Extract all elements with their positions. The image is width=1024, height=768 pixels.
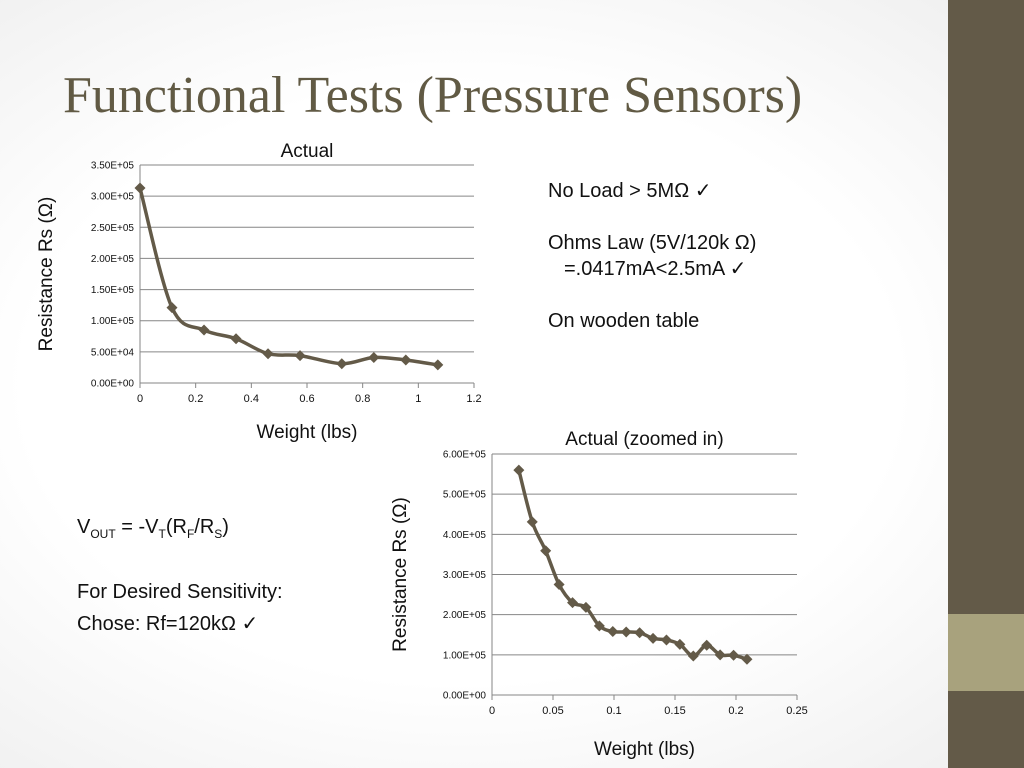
series-line	[138, 187, 439, 367]
sensitivity-text: For Desired Sensitivity:	[77, 581, 283, 603]
checkmark-icon: ✓	[729, 258, 747, 280]
y-tick-label: 1.50E+05	[91, 285, 135, 296]
data-point	[741, 653, 753, 665]
y-tick-label: 0.00E+00	[443, 691, 487, 702]
x-tick-label: 1.2	[466, 393, 481, 405]
y-tick-label: 2.50E+05	[91, 223, 135, 234]
y-tick-label: 5.00E+04	[91, 347, 135, 358]
x-axis-label: Weight (lbs)	[594, 739, 695, 760]
y-tick-label: 5.00E+05	[443, 490, 487, 501]
data-point	[580, 601, 592, 613]
series-line	[517, 469, 748, 661]
x-tick-label: 0.8	[355, 393, 370, 405]
chart-actual: 0.00E+00 5.00E+04 1.00E+05 1.50E+05 2.00E+05…	[36, 141, 482, 443]
data-point	[400, 354, 412, 366]
y-tick-label: 3.00E+05	[91, 192, 135, 203]
x-tick-label: 0.05	[542, 705, 563, 717]
data-point	[567, 597, 579, 609]
chart-actual-zoomed: 0.00E+00 1.00E+05 2.00E+05 3.00E+05 4.00E+05…	[390, 429, 808, 760]
note-no-load: No Load > 5MΩ ✓	[548, 180, 712, 202]
data-point	[634, 627, 646, 639]
slide-title: Functional Tests (Pressure Sensors)	[63, 67, 803, 124]
x-tick-label: 0	[137, 393, 143, 405]
y-tick-label: 4.00E+05	[443, 530, 487, 541]
data-point	[198, 324, 210, 336]
data-point	[701, 639, 713, 651]
data-point	[607, 626, 619, 638]
y-tick-label: 2.00E+05	[91, 254, 135, 265]
sidebar-accent-block	[948, 614, 1024, 691]
y-tick-label: 3.00E+05	[443, 570, 487, 581]
data-point	[714, 649, 726, 661]
x-tick-label: 0.6	[299, 393, 314, 405]
data-point	[647, 632, 659, 644]
x-tick-label: 0.2	[728, 705, 743, 717]
x-tick-label: 0.4	[244, 393, 259, 405]
y-axis-label: Resistance Rs (Ω)	[36, 197, 57, 352]
y-tick-label: 2.00E+05	[443, 610, 487, 621]
note-surface: On wooden table	[548, 310, 700, 332]
x-tick-label: 0.1	[606, 705, 621, 717]
x-tick-label: 0.2	[188, 393, 203, 405]
x-axis-label: Weight (lbs)	[256, 422, 357, 443]
x-tick-label: 1	[415, 393, 421, 405]
chosen-resistor-text: Chose: Rf=120kΩ ✓	[77, 613, 259, 635]
data-point	[166, 302, 178, 314]
data-point	[368, 351, 380, 363]
note-ohms-law: Ohms Law (5V/120k Ω) =.0417mA<2.5mA ✓	[548, 232, 757, 280]
data-point	[294, 350, 306, 362]
data-point	[553, 579, 565, 591]
data-point	[526, 516, 538, 528]
y-tick-label: 3.50E+05	[91, 161, 135, 172]
y-tick-label: 1.00E+05	[443, 650, 487, 661]
data-point	[674, 638, 686, 650]
chart-title: Actual	[281, 141, 334, 162]
y-tick-label: 6.00E+05	[443, 450, 487, 461]
data-point	[728, 649, 740, 661]
data-point	[513, 464, 525, 476]
data-point	[230, 333, 242, 345]
y-tick-label: 1.00E+05	[91, 316, 135, 327]
y-axis-label: Resistance Rs (Ω)	[390, 497, 411, 652]
data-point	[593, 620, 605, 632]
data-point	[336, 358, 348, 370]
gain-formula-block: VOUT = -VT(RF/RS) For Desired Sensitivit…	[77, 511, 283, 640]
data-point	[262, 348, 274, 360]
gain-formula: VOUT = -VT(RF/RS)	[77, 516, 229, 541]
data-point	[432, 359, 444, 371]
x-tick-label: 0.15	[664, 705, 685, 717]
x-tick-label: 0.25	[786, 705, 807, 717]
chart-title: Actual (zoomed in)	[565, 429, 723, 450]
data-point	[687, 650, 699, 662]
checkmark-icon: ✓	[241, 613, 259, 635]
data-point	[540, 545, 552, 557]
x-tick-label: 0	[489, 705, 495, 717]
test-notes: No Load > 5MΩ ✓ Ohms Law (5V/120k Ω) =.04…	[548, 178, 756, 360]
data-point	[620, 626, 632, 638]
checkmark-icon: ✓	[694, 180, 712, 202]
y-tick-label: 0.00E+00	[91, 379, 135, 390]
data-point	[660, 634, 672, 646]
data-point	[134, 182, 146, 194]
